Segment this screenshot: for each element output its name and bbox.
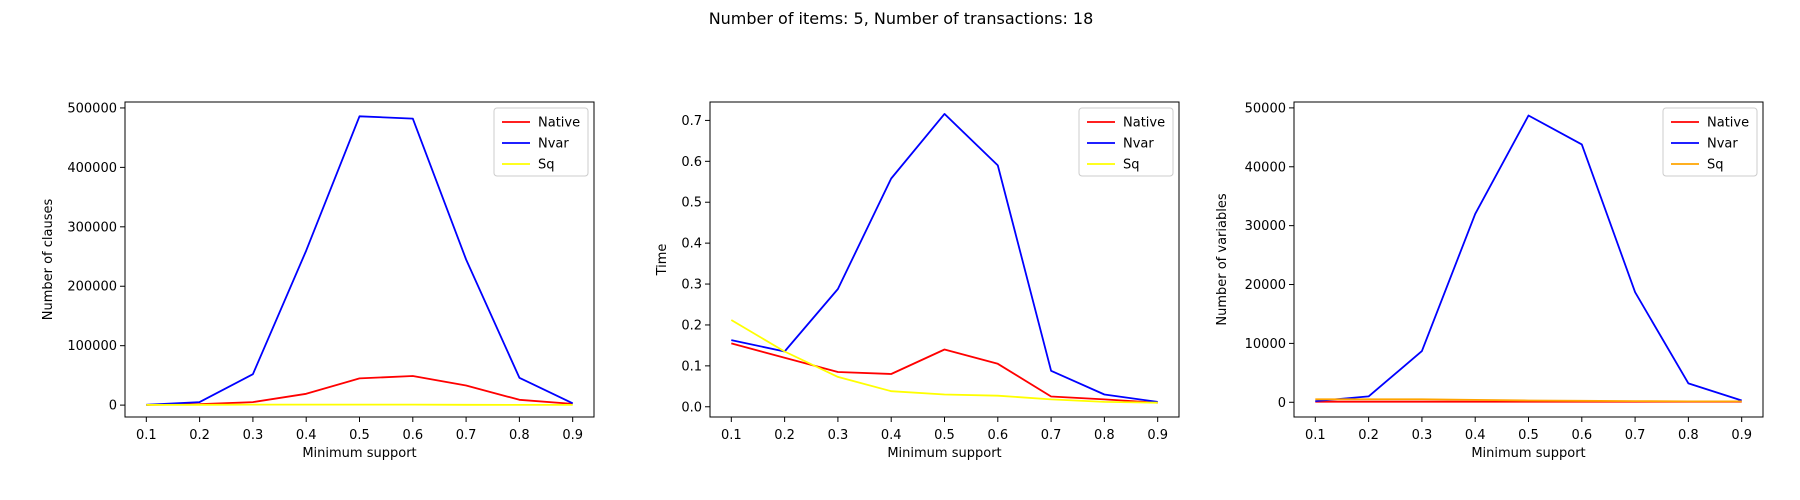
y-tick-label: 500000 <box>67 101 117 116</box>
legend-label-nvar: Nvar <box>538 137 569 152</box>
y-tick-label: 50000 <box>1245 101 1286 116</box>
x-tick-label: 0.9 <box>1731 428 1752 443</box>
y-tick-label: 200000 <box>67 280 117 295</box>
x-tick-label: 0.9 <box>1147 428 1168 443</box>
legend-box <box>1662 107 1758 177</box>
legend: Native Nvar Sq <box>1662 107 1758 177</box>
y-tick-label: 0.3 <box>681 278 702 293</box>
series-line-nvar <box>146 115 574 406</box>
y-axis-label: Number of variables <box>1215 193 1230 325</box>
series-line-native <box>731 342 1158 404</box>
series-line-nvar <box>1315 114 1742 402</box>
x-tick-label: 0.1 <box>1305 428 1326 443</box>
y-tick-label: 20000 <box>1245 278 1286 293</box>
x-tick-label: 0.8 <box>1094 428 1115 443</box>
x-tick-label: 0.5 <box>1518 428 1539 443</box>
legend: Native Nvar Sq <box>493 107 589 177</box>
y-tick-label: 0 <box>109 399 117 414</box>
y-tick-label: 0.6 <box>681 155 702 170</box>
y-tick-label: 0.5 <box>681 196 702 211</box>
x-tick-label: 0.7 <box>456 428 477 443</box>
legend-label-native: Native <box>538 116 580 131</box>
y-tick-label: 400000 <box>67 161 117 176</box>
x-tick-label: 0.1 <box>721 428 742 443</box>
legend: Native Nvar Sq <box>1078 107 1174 177</box>
x-axis-label: Minimum support <box>887 446 1001 461</box>
x-tick-label: 0.8 <box>509 428 530 443</box>
x-tick-label: 0.2 <box>1358 428 1379 443</box>
y-axis-label: Number of clauses <box>41 199 56 321</box>
y-tick-label: 300000 <box>67 220 117 235</box>
legend-label-sq: Sq <box>1707 158 1724 173</box>
legend-box <box>493 107 589 177</box>
x-tick-label: 0.1 <box>136 428 157 443</box>
y-tick-label: 0.7 <box>681 114 702 129</box>
x-tick-label: 0.3 <box>1412 428 1433 443</box>
x-tick-label: 0.6 <box>402 428 423 443</box>
y-tick-label: 0.0 <box>681 400 702 415</box>
x-tick-label: 0.6 <box>1571 428 1592 443</box>
x-tick-label: 0.4 <box>881 428 902 443</box>
subplot-variables: 0.1 0.2 0.3 0.4 0.5 0.6 0.7 0.8 0.9 0 10000 20000 30… <box>1215 101 1764 461</box>
x-axis-label: Minimum support <box>302 446 416 461</box>
x-tick-label: 0.4 <box>1465 428 1486 443</box>
series-line-native <box>146 375 573 406</box>
x-tick-label: 0.2 <box>189 428 210 443</box>
series-line-sq <box>730 319 1158 404</box>
legend-label-native: Native <box>1123 116 1165 131</box>
x-axis-label: Minimum support <box>1471 446 1585 461</box>
x-tick-label: 0.3 <box>243 428 264 443</box>
x-tick-label: 0.5 <box>349 428 370 443</box>
x-tick-label: 0.7 <box>1041 428 1062 443</box>
x-tick-label: 0.6 <box>987 428 1008 443</box>
subplot-time: 0.1 0.2 0.3 0.4 0.5 0.6 0.7 0.8 0.9 0.0 0.1 0.2 0.3 0… <box>655 101 1180 461</box>
x-tick-label: 0.8 <box>1678 428 1699 443</box>
y-tick-label: 0.1 <box>681 359 702 374</box>
legend-label-sq: Sq <box>538 158 555 173</box>
x-tick-label: 0.2 <box>774 428 795 443</box>
x-tick-label: 0.3 <box>828 428 849 443</box>
y-tick-label: 30000 <box>1245 219 1286 234</box>
subplot-clauses: 0.1 0.2 0.3 0.4 0.5 0.6 0.7 0.8 0.9 0 100000 200000… <box>41 101 595 461</box>
y-tick-label: 0.4 <box>681 237 702 252</box>
legend-label-native: Native <box>1707 116 1749 131</box>
legend-label-nvar: Nvar <box>1123 137 1154 152</box>
figure-title: Number of items: 5, Number of transactio… <box>709 9 1094 28</box>
y-tick-label: 10000 <box>1245 337 1286 352</box>
legend-box <box>1078 107 1174 177</box>
x-tick-label: 0.7 <box>1625 428 1646 443</box>
y-axis-label: Time <box>655 244 670 277</box>
x-tick-label: 0.5 <box>934 428 955 443</box>
legend-label-sq: Sq <box>1123 158 1140 173</box>
x-tick-label: 0.9 <box>562 428 583 443</box>
y-tick-label: 0.2 <box>681 318 702 333</box>
y-tick-label: 100000 <box>67 339 117 354</box>
series-line-nvar <box>731 113 1158 403</box>
subplots: 0.1 0.2 0.3 0.4 0.5 0.6 0.7 0.8 0.90100000200000… <box>41 101 1764 461</box>
x-tick-label: 0.4 <box>296 428 317 443</box>
series-line-sq <box>1315 398 1742 403</box>
y-tick-label: 40000 <box>1245 160 1286 175</box>
y-tick-label: 0 <box>1278 396 1286 411</box>
legend-label-nvar: Nvar <box>1707 137 1738 152</box>
